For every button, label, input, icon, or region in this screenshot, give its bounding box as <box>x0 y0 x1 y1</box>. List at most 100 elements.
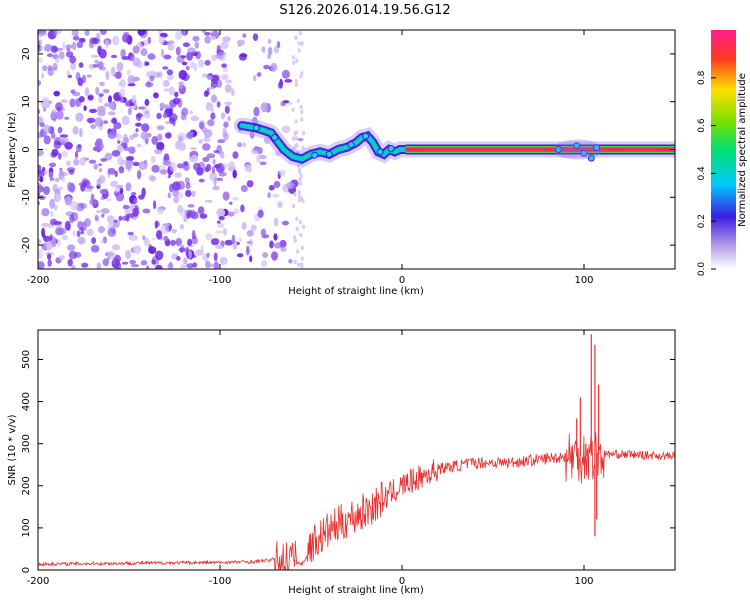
noise-blob <box>232 169 237 179</box>
noise-blob <box>232 196 239 201</box>
noise-blob <box>203 129 213 138</box>
snr-ytick-label: 400 <box>21 392 32 411</box>
noise-blob <box>55 102 63 112</box>
noise-blob <box>105 70 110 80</box>
noise-blob <box>58 51 65 60</box>
noise-blob <box>186 131 194 140</box>
noise-blob <box>123 31 130 36</box>
noise-blob <box>121 261 129 265</box>
noise-blob <box>87 95 93 100</box>
noise-blob <box>256 72 262 77</box>
noise-blob <box>99 66 106 71</box>
colorbar-gradient <box>711 30 736 269</box>
noise-blob <box>280 101 287 107</box>
noise-blob <box>61 150 68 158</box>
noise-blob <box>222 227 227 236</box>
noise-blob <box>116 262 122 269</box>
noise-blob <box>205 260 211 269</box>
noise-blob <box>64 220 71 231</box>
noise-blob <box>41 222 50 228</box>
noise-blob <box>41 73 45 79</box>
noise-blob <box>140 48 148 56</box>
noise-blob <box>110 66 116 77</box>
noise-blob <box>120 79 126 88</box>
ridge-spot <box>555 146 562 153</box>
noise-blob <box>291 55 295 60</box>
noise-blob <box>141 123 150 132</box>
noise-blob <box>96 178 102 187</box>
noise-blob <box>299 104 303 110</box>
noise-blob <box>204 199 213 203</box>
noise-blob <box>187 204 195 208</box>
colorbar-tick-label: 0.0 <box>697 262 707 277</box>
snr-xlabel: Height of straight line (km) <box>288 585 424 596</box>
noise-blob <box>42 65 48 72</box>
noise-blob <box>219 256 228 265</box>
noise-blob <box>300 71 304 76</box>
noise-blob <box>227 116 231 122</box>
noise-blob <box>127 231 134 236</box>
noise-blob <box>204 32 211 36</box>
noise-blob <box>153 200 157 210</box>
noise-blob <box>271 251 278 261</box>
noise-blob <box>156 230 163 240</box>
noise-blob <box>108 111 116 116</box>
noise-blob <box>172 181 181 192</box>
noise-blob <box>151 259 157 265</box>
noise-blob <box>132 161 140 167</box>
noise-blob <box>49 198 55 209</box>
noise-blob <box>94 214 99 221</box>
noise-blob <box>179 245 184 254</box>
noise-blob <box>89 198 98 206</box>
noise-blob <box>158 36 166 45</box>
noise-blob <box>231 88 235 97</box>
noise-blob <box>61 234 68 241</box>
noise-blob <box>44 43 52 52</box>
noise-blob <box>174 172 182 179</box>
spectrogram-xlabel: Height of straight line (km) <box>288 286 424 297</box>
noise-blob <box>53 193 61 203</box>
noise-blob <box>216 101 221 108</box>
noise-blob <box>108 102 115 110</box>
noise-blob <box>115 192 125 202</box>
noise-blob <box>302 130 306 136</box>
noise-blob <box>108 167 116 175</box>
noise-blob <box>177 132 187 142</box>
noise-blob <box>249 255 253 263</box>
colorbar-tick-label: 0.6 <box>697 118 707 133</box>
noise-blob <box>268 185 275 191</box>
noise-blob <box>74 157 79 162</box>
noise-blob <box>268 46 273 56</box>
noise-blob <box>127 83 136 87</box>
noise-blob <box>169 261 173 268</box>
noise-blob <box>292 60 296 66</box>
noise-blob <box>198 178 205 183</box>
noise-blob <box>162 112 168 119</box>
noise-blob <box>163 54 172 60</box>
noise-blob <box>242 33 247 38</box>
noise-blob <box>90 54 99 58</box>
noise-blob <box>188 249 193 259</box>
noise-blob <box>155 250 164 261</box>
snr-ytick-label: 300 <box>21 434 32 453</box>
noise-blob <box>72 35 80 41</box>
snr-panel: -200 -100 0 100 0 100 200 300 400 500 Height of s… <box>7 329 676 596</box>
noise-blob <box>110 54 118 59</box>
noise-blob <box>269 240 274 249</box>
noise-blob <box>210 112 216 120</box>
noise-blob <box>102 258 110 267</box>
noise-blob <box>85 188 93 192</box>
noise-blob <box>62 42 66 51</box>
noise-blob <box>206 252 210 258</box>
noise-blob <box>196 167 204 176</box>
noise-blob <box>48 100 53 105</box>
noise-blob <box>191 236 199 245</box>
noise-blob <box>79 227 85 231</box>
noise-blob <box>128 52 133 58</box>
noise-blob <box>154 221 160 228</box>
noise-blob <box>297 41 301 46</box>
noise-blob <box>100 158 108 162</box>
ridge-spot <box>387 145 395 152</box>
noise-blob <box>165 132 172 139</box>
noise-blob <box>137 30 146 36</box>
